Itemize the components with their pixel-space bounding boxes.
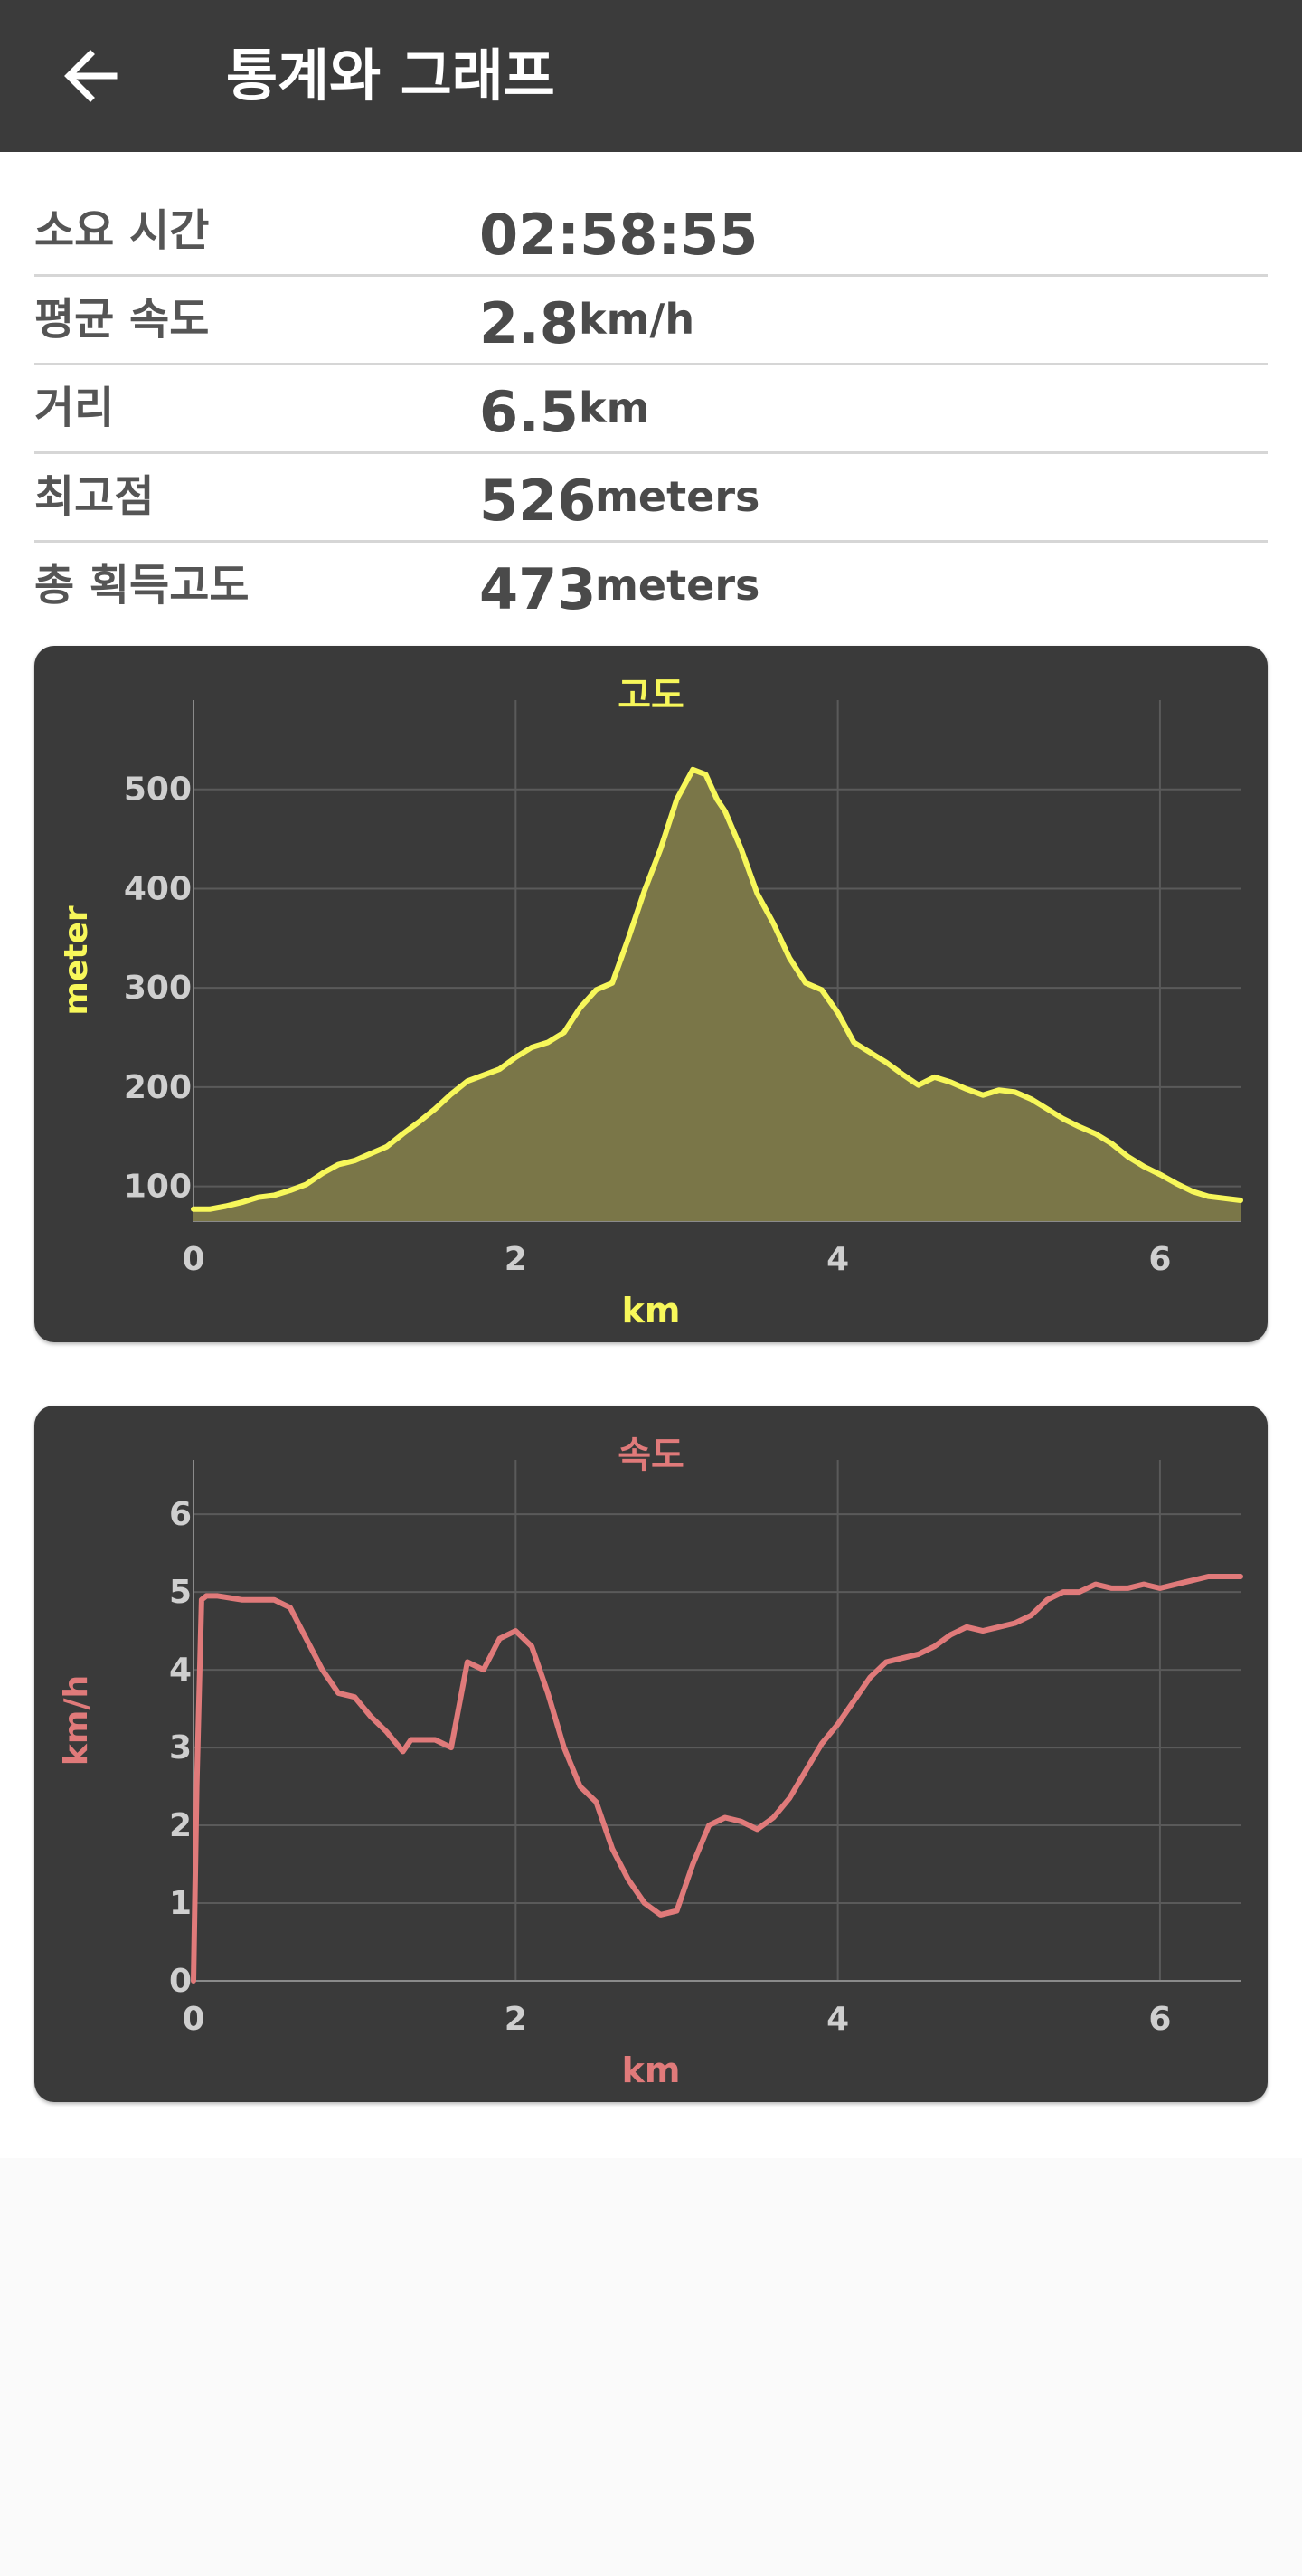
stat-row-avg-speed: 평균 속도 2.8 km/h	[34, 277, 1268, 365]
stat-row-distance: 거리 6.5 km	[34, 365, 1268, 454]
stat-unit: meters	[595, 472, 760, 521]
x-tick-label: 6	[1148, 2001, 1171, 2038]
app-bar: 통계와 그래프	[0, 0, 1302, 152]
stat-unit: km/h	[579, 295, 695, 344]
y-tick-label: 2	[169, 1807, 192, 1844]
y-tick-label: 0	[169, 1963, 192, 2000]
series-line	[191, 766, 1243, 1212]
x-tick-label: 2	[505, 2001, 527, 2038]
y-tick-label: 4	[169, 1652, 192, 1689]
y-tick-label: 100	[124, 1169, 192, 1206]
y-tick-label: 400	[124, 870, 192, 907]
speed-chart: 0 1 2 3 4 5 6 0 2 4 6 속도 km km/h	[58, 1435, 1243, 2090]
altitude-chart: 100 200 300 400 500 0 2 4 6 고도 km meter	[58, 675, 1243, 1331]
stat-label: 소요 시간	[34, 205, 210, 256]
y-tick-label: 200	[124, 1069, 192, 1106]
x-axis-label: km	[622, 2050, 681, 2090]
arrow-left-icon	[64, 50, 118, 102]
stat-label: 최고점	[34, 471, 155, 522]
stat-label: 거리	[34, 383, 115, 433]
series-line	[191, 1574, 1243, 1984]
stat-row-max-altitude: 최고점 526 meters	[34, 454, 1268, 543]
y-axis-label: km/h	[58, 1675, 95, 1766]
stat-value: 02:58:55	[479, 202, 759, 268]
x-tick-label: 2	[505, 1241, 527, 1278]
y-tick-label: 500	[124, 772, 192, 809]
x-tick-label: 4	[826, 2001, 849, 2038]
y-tick-label: 6	[169, 1496, 192, 1533]
y-tick-label: 3	[169, 1729, 192, 1766]
back-button[interactable]	[47, 36, 134, 116]
y-axis-label: meter	[58, 905, 95, 1016]
stat-value: 473	[479, 556, 597, 622]
speed-chart-card: 0 1 2 3 4 5 6 0 2 4 6 속도 km km/h	[34, 1406, 1268, 2102]
chart-title: 고도	[618, 675, 684, 716]
y-tick-label: 300	[124, 970, 192, 1007]
page-title: 통계와 그래프	[226, 43, 555, 109]
chart-title: 속도	[618, 1435, 684, 1476]
stat-label: 평균 속도	[34, 294, 210, 345]
stat-row-duration: 소요 시간 02:58:55	[34, 188, 1268, 277]
stat-row-total-ascent: 총 획득고도 473 meters	[34, 543, 1268, 629]
stats-content: 소요 시간 02:58:55 평균 속도 2.8 km/h 거리 6.5 km …	[0, 152, 1302, 2158]
stat-unit: km	[579, 384, 650, 432]
altitude-area	[193, 769, 1241, 1221]
stat-label: 총 획득고도	[34, 560, 250, 611]
stat-value: 2.8	[479, 290, 579, 356]
x-tick-label: 0	[182, 2001, 204, 2038]
x-tick-label: 0	[182, 1241, 204, 1278]
stat-value: 526	[479, 468, 597, 534]
x-tick-label: 6	[1148, 1241, 1171, 1278]
y-tick-label: 5	[169, 1574, 192, 1611]
x-axis-label: km	[622, 1291, 681, 1331]
stat-unit: meters	[595, 561, 760, 610]
stat-value: 6.5	[479, 379, 579, 445]
altitude-chart-card: 100 200 300 400 500 0 2 4 6 고도 km meter	[34, 646, 1268, 1342]
y-tick-label: 1	[169, 1885, 192, 1922]
x-tick-label: 4	[826, 1241, 849, 1278]
stats-table: 소요 시간 02:58:55 평균 속도 2.8 km/h 거리 6.5 km …	[34, 188, 1268, 629]
